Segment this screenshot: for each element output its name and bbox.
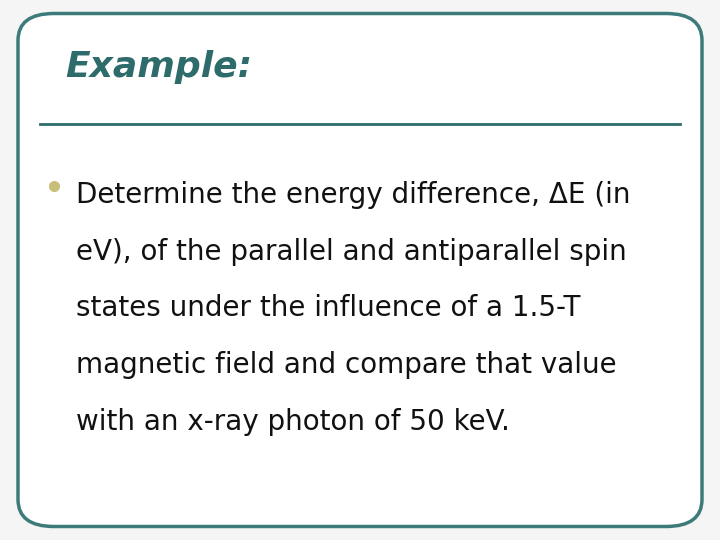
Text: Example:: Example: (65, 50, 252, 84)
Text: states under the influence of a 1.5-T: states under the influence of a 1.5-T (76, 294, 580, 322)
FancyBboxPatch shape (18, 14, 702, 526)
Text: Determine the energy difference, ΔE (in: Determine the energy difference, ΔE (in (76, 181, 630, 209)
Text: magnetic field and compare that value: magnetic field and compare that value (76, 351, 616, 379)
Text: with an x-ray photon of 50 keV.: with an x-ray photon of 50 keV. (76, 408, 510, 436)
Text: eV), of the parallel and antiparallel spin: eV), of the parallel and antiparallel sp… (76, 238, 626, 266)
